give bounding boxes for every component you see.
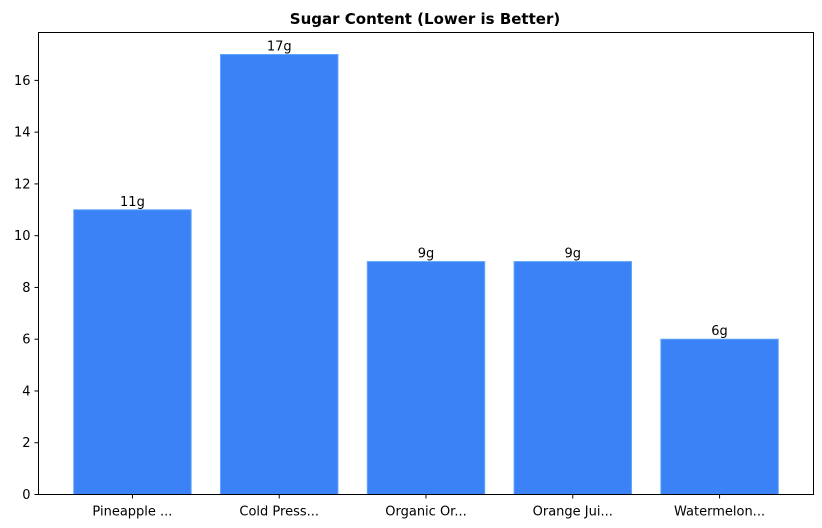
y-tick-label: 10 <box>14 229 31 244</box>
bar <box>220 54 339 495</box>
bars-group: 11g 17g 9g 9g 6g <box>73 40 779 496</box>
data-label: 11g <box>120 195 145 210</box>
x-axis: Pineapple ... Cold Press... Organic Or... O… <box>92 494 765 520</box>
x-tick-label: Watermelon... <box>674 505 765 520</box>
bar <box>513 261 632 496</box>
data-label: 6g <box>711 324 728 339</box>
y-tick-label: 6 <box>22 333 30 348</box>
y-tick-label: 4 <box>22 384 30 399</box>
chart-title: Sugar Content (Lower is Better) <box>290 10 560 28</box>
y-tick-label: 14 <box>14 126 31 141</box>
bar <box>366 261 486 496</box>
y-tick-label: 0 <box>22 488 30 503</box>
x-tick-label: Organic Or... <box>385 505 466 520</box>
y-axis: 0 2 4 6 8 10 12 14 16 <box>14 74 39 503</box>
x-tick-label: Pineapple ... <box>92 505 172 520</box>
y-tick-label: 2 <box>22 436 30 451</box>
y-tick-label: 12 <box>14 177 31 192</box>
data-label: 9g <box>418 247 435 262</box>
x-tick-label: Cold Press... <box>239 505 319 520</box>
x-tick-label: Orange Jui... <box>533 505 613 520</box>
y-tick-label: 8 <box>22 281 30 296</box>
axes-frame <box>38 32 814 495</box>
data-label: 17g <box>267 40 292 55</box>
data-label: 9g <box>565 247 582 262</box>
y-tick-label: 16 <box>14 74 31 89</box>
bar <box>73 209 192 495</box>
bar <box>660 338 779 495</box>
